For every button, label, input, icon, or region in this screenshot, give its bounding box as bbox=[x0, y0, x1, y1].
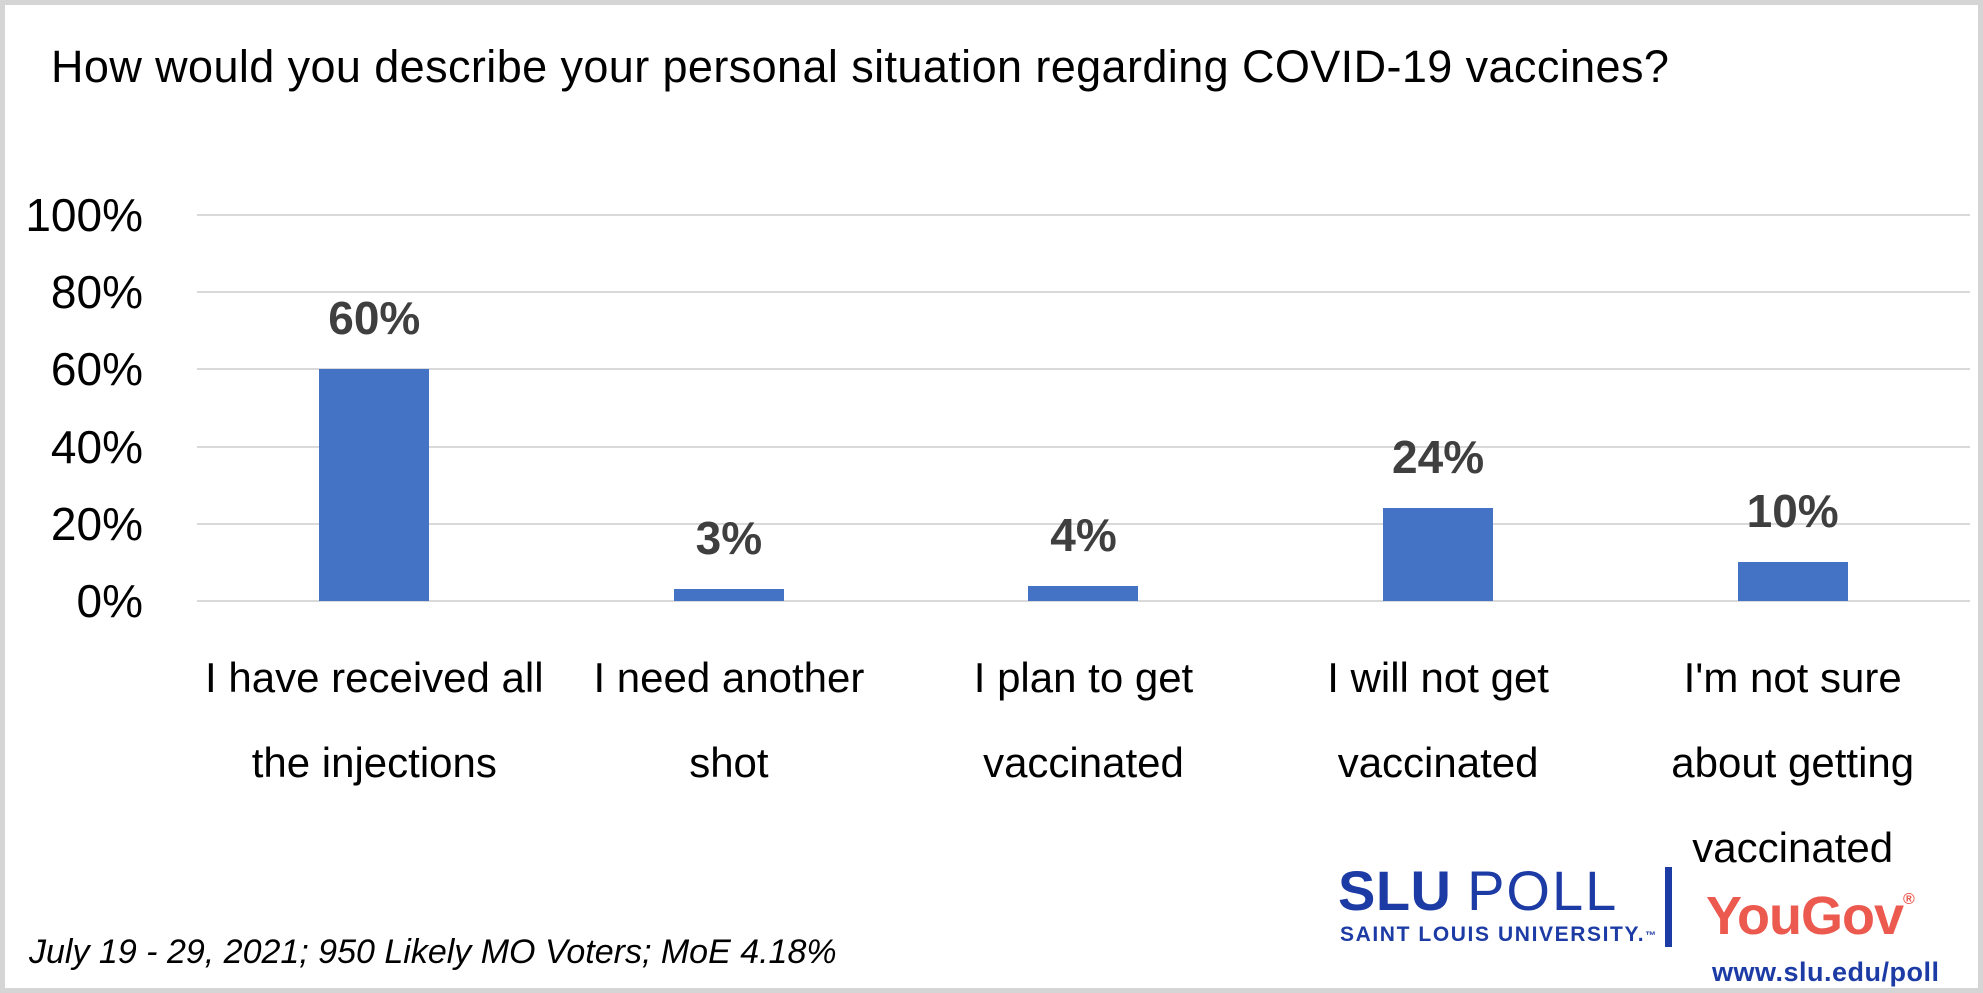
slu-subtitle: SAINT LOUIS UNIVERSITY.™ bbox=[1340, 923, 1656, 947]
yougov-logo: YouGov® bbox=[1706, 871, 1915, 945]
category-label: I have received all the injections bbox=[205, 654, 544, 786]
bar-slot: 3% bbox=[552, 215, 907, 601]
bar bbox=[673, 589, 784, 601]
y-axis-tick-label: 40% bbox=[50, 420, 143, 473]
bar bbox=[1028, 585, 1139, 601]
data-label: 3% bbox=[695, 512, 763, 565]
trademark-symbol: ™ bbox=[1645, 930, 1657, 942]
y-axis: 0% 20% 40% 60% 80% 100% bbox=[13, 189, 143, 627]
gridline bbox=[197, 368, 1970, 371]
y-axis-tick-label: 0% bbox=[76, 575, 143, 627]
category-label: I will not get vaccinated bbox=[1327, 654, 1549, 786]
logo-divider bbox=[1665, 867, 1672, 947]
bar bbox=[1383, 508, 1494, 601]
category-label: I plan to get vaccinated bbox=[973, 654, 1194, 786]
category-label: I'm not sure about getting vaccinated bbox=[1671, 654, 1915, 871]
data-label: 24% bbox=[1392, 431, 1485, 484]
y-axis-tick-label: 80% bbox=[50, 266, 143, 319]
slu-logo-text: SLU bbox=[1338, 859, 1452, 922]
slu-subtitle-text: SAINT LOUIS UNIVERSITY. bbox=[1340, 923, 1646, 946]
data-label: 60% bbox=[328, 292, 421, 345]
y-axis-tick-label: 60% bbox=[50, 343, 143, 396]
bar bbox=[1737, 562, 1848, 601]
bar-slot: 10% bbox=[1615, 215, 1970, 601]
bar bbox=[319, 369, 430, 601]
poll-logo-text: POLL bbox=[1467, 859, 1619, 922]
chart-title: How would you describe your personal sit… bbox=[51, 41, 1670, 92]
gridline bbox=[197, 291, 1970, 294]
data-label: 4% bbox=[1050, 508, 1117, 561]
y-axis-tick-label: 100% bbox=[25, 189, 143, 241]
yougov-logo-text: YouGov bbox=[1706, 886, 1904, 946]
gridline bbox=[197, 445, 1970, 448]
gridline bbox=[197, 600, 1970, 602]
data-label: 10% bbox=[1746, 485, 1839, 538]
bar-slot: 4% bbox=[906, 215, 1261, 601]
slu-poll-logo: SLU POLL bbox=[1338, 861, 1618, 921]
category-label: I need another shot bbox=[593, 654, 865, 786]
plot-area: 60% 3% 4% 24% 10% bbox=[197, 214, 1970, 602]
survey-footnote: July 19 - 29, 2021; 950 Likely MO Voters… bbox=[29, 933, 837, 971]
gridline bbox=[197, 522, 1970, 525]
logo-space bbox=[1452, 859, 1468, 922]
bar-slot: 60% bbox=[197, 215, 552, 601]
slu-poll-url: www.slu.edu/poll bbox=[1712, 957, 1940, 987]
bar-slot: 24% bbox=[1261, 215, 1616, 601]
logo-block: SLU POLL SAINT LOUIS UNIVERSITY.™ YouGov… bbox=[1338, 861, 1968, 988]
gridline bbox=[197, 214, 1970, 216]
registered-symbol: ® bbox=[1903, 891, 1915, 908]
y-axis-tick-label: 20% bbox=[50, 497, 143, 550]
